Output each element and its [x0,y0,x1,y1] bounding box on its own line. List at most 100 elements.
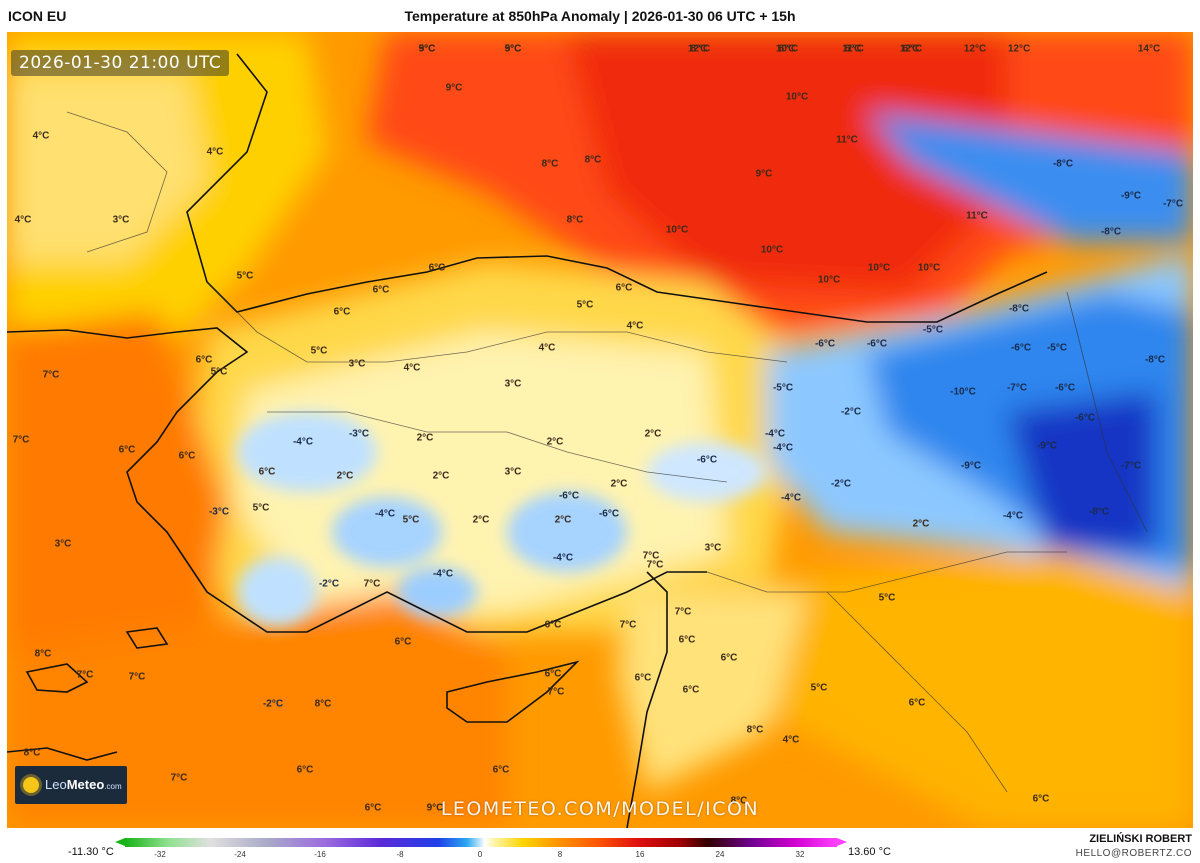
temperature-label: 6°C [682,684,700,696]
colorbar-tick: -8 [396,850,404,859]
temperature-label: 6°C [634,672,652,684]
border-iraq [826,591,1008,793]
temperature-label: 4°C [14,214,32,226]
field-aegean [7,312,227,652]
temperature-label: 6°C [778,43,796,55]
temperature-label: 3°C [54,538,72,550]
map-fields [7,32,1193,828]
temperature-label: -5°C [922,324,944,336]
colorbar-left-arrow [115,838,125,846]
colorbar-tick: -32 [154,850,166,859]
temperature-label: 3°C [504,466,522,478]
temperature-label: 2°C [472,514,490,526]
blacksea-south-coast [186,53,1048,323]
temperature-label: 6°C [678,634,696,646]
temperature-label: 3°C [112,214,130,226]
temperature-label: -4°C [764,428,786,440]
temperature-label: 9°C [445,82,463,94]
temperature-label: -6°C [1074,412,1096,424]
borders [66,111,1148,793]
temperature-label: 8°C [23,747,41,759]
temperature-label: -2°C [318,578,340,590]
temperature-label: 5°C [810,682,828,694]
border-balkan [66,111,168,253]
colorbar-right-arrow [837,838,847,846]
sun-icon [23,777,39,793]
temperature-label: 5°C [210,366,228,378]
temperature-label: 5°C [576,299,594,311]
colorbar-tick: 32 [795,850,805,859]
patch-3 [507,492,627,572]
temperature-label: -7°C [1120,460,1142,472]
temperature-label: 6°C [118,444,136,456]
temperature-label: -2°C [840,406,862,418]
header-bar: ICON EU Temperature at 850hPa Anomaly | … [0,0,1200,32]
temperature-label: -4°C [780,492,802,504]
temperature-label: 10°C [760,244,784,256]
temperature-label: 7°C [646,559,664,571]
temperature-label: 8°C [690,43,708,55]
temperature-label: 7°C [547,686,565,698]
temperature-label: -4°C [552,552,574,564]
temperature-label: -6°C [696,454,718,466]
temperature-label: 5°C [310,345,328,357]
temperature-label: 10°C [917,262,941,274]
temperature-label: -7°C [1162,198,1184,210]
anomaly-map[interactable]: 2026-01-30 21:00 UTC 9°C 9°C 12°C 10°C 11°C 1… [7,32,1193,828]
temperature-label: -9°C [1036,440,1058,452]
temperature-label: 6°C [195,354,213,366]
temperature-label: 11°C [966,210,988,222]
temperature-label: 8°C [584,154,602,166]
temperature-label: 6°C [902,43,920,55]
temperature-label: 11°C [842,43,864,55]
temperature-label: 6°C [492,764,510,776]
temperature-label: 7°C [42,369,60,381]
colorbar-tick: -16 [314,850,326,859]
patch-2 [332,497,442,567]
temperature-label: 2°C [554,514,572,526]
temperature-label: -8°C [1052,158,1074,170]
temperature-label: -7°C [1006,382,1028,394]
temperature-label: 4°C [32,130,50,142]
colorbar-tick: 8 [557,850,563,859]
temperature-label: 6°C [544,668,562,680]
temperature-label: 2°C [432,470,450,482]
leometeo-logo[interactable]: LeoMeteo.com [15,766,127,804]
temperature-label: 9°C [426,802,444,814]
valid-time-badge: 2026-01-30 21:00 UTC [11,50,230,76]
temperature-label: 12°C [1007,43,1031,55]
patch-1 [237,412,377,492]
temperature-label: 5°C [878,592,896,604]
temperature-label: 2°C [610,478,628,490]
temperature-label: 7°C [170,772,188,784]
footer-bar: -11.30 °C -32 -24 -16 -8 0 8 16 24 32 13.60 °C Z… [0,828,1200,863]
temperature-label: 12°C [899,43,923,55]
temperature-label: 4°C [206,146,224,158]
colorbar-tick: -24 [234,850,246,859]
temperature-label: -5°C [1046,342,1068,354]
temperature-label: 5°C [504,43,522,55]
temperature-label: 7°C [128,671,146,683]
temperature-label: 11°C [836,134,858,146]
field-med [7,592,507,828]
temperature-label: -9°C [960,460,982,472]
temperature-label: 8°C [314,698,332,710]
border-syria [706,551,1067,593]
temperature-label: -6°C [1010,342,1032,354]
temperature-label: 7°C [76,669,94,681]
temperature-label: 5°C [236,270,254,282]
temperature-label: 6°C [720,652,738,664]
temperature-label: -3°C [348,428,370,440]
author-name: ZIELIŃSKI ROBERT [1089,833,1192,845]
temperature-label: -2°C [262,698,284,710]
temperature-label: 6°C [372,284,390,296]
temperature-label: 14°C [1137,43,1161,55]
temperature-label: 6°C [844,43,862,55]
crete [7,747,118,761]
temperature-label: 5°C [402,514,420,526]
colorbar-tick: 0 [477,850,483,859]
temperature-label: 2°C [336,470,354,482]
field-east-coldest [1007,392,1157,552]
temperature-label: 4°C [403,362,421,374]
temperature-label: 6°C [428,262,446,274]
